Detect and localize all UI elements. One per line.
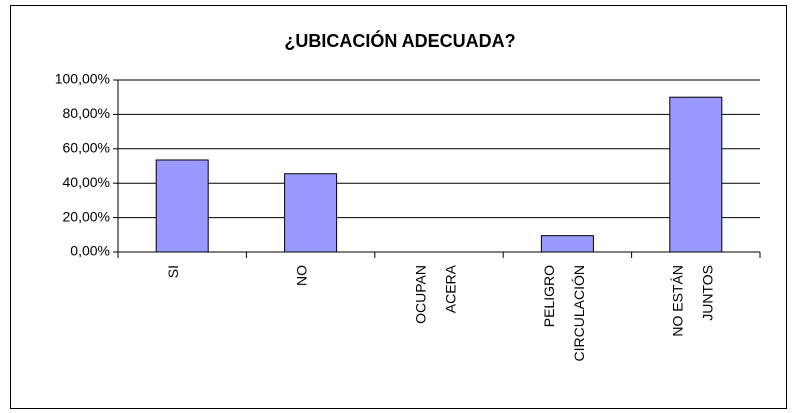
x-tick-label: PELIGRO: [541, 265, 557, 327]
y-tick-label: 40,00%: [63, 174, 110, 190]
bar: [155, 159, 209, 253]
y-tick-label: 20,00%: [63, 208, 110, 224]
y-tick-label: 60,00%: [63, 140, 110, 156]
bar: [669, 96, 723, 253]
y-tick-label: 0,00%: [70, 243, 110, 259]
x-tick-label: ACERA: [443, 264, 459, 313]
x-tick-label: NO: [293, 265, 309, 286]
x-tick-label: JUNTOS: [700, 265, 716, 321]
y-tick-label: 80,00%: [63, 105, 110, 121]
chart-title: ¿UBICACIÓN ADECUADA?: [284, 30, 515, 51]
bar: [540, 235, 594, 253]
bar: [284, 173, 338, 253]
chart-border: [10, 5, 787, 409]
x-tick-label: NO ESTÁN: [670, 265, 686, 337]
x-tick-label: CIRCULACIÓN: [571, 265, 587, 361]
y-tick-label: 100,00%: [55, 71, 110, 87]
x-tick-label: OCUPAN: [413, 265, 429, 324]
x-tick-label: SI: [165, 265, 181, 278]
